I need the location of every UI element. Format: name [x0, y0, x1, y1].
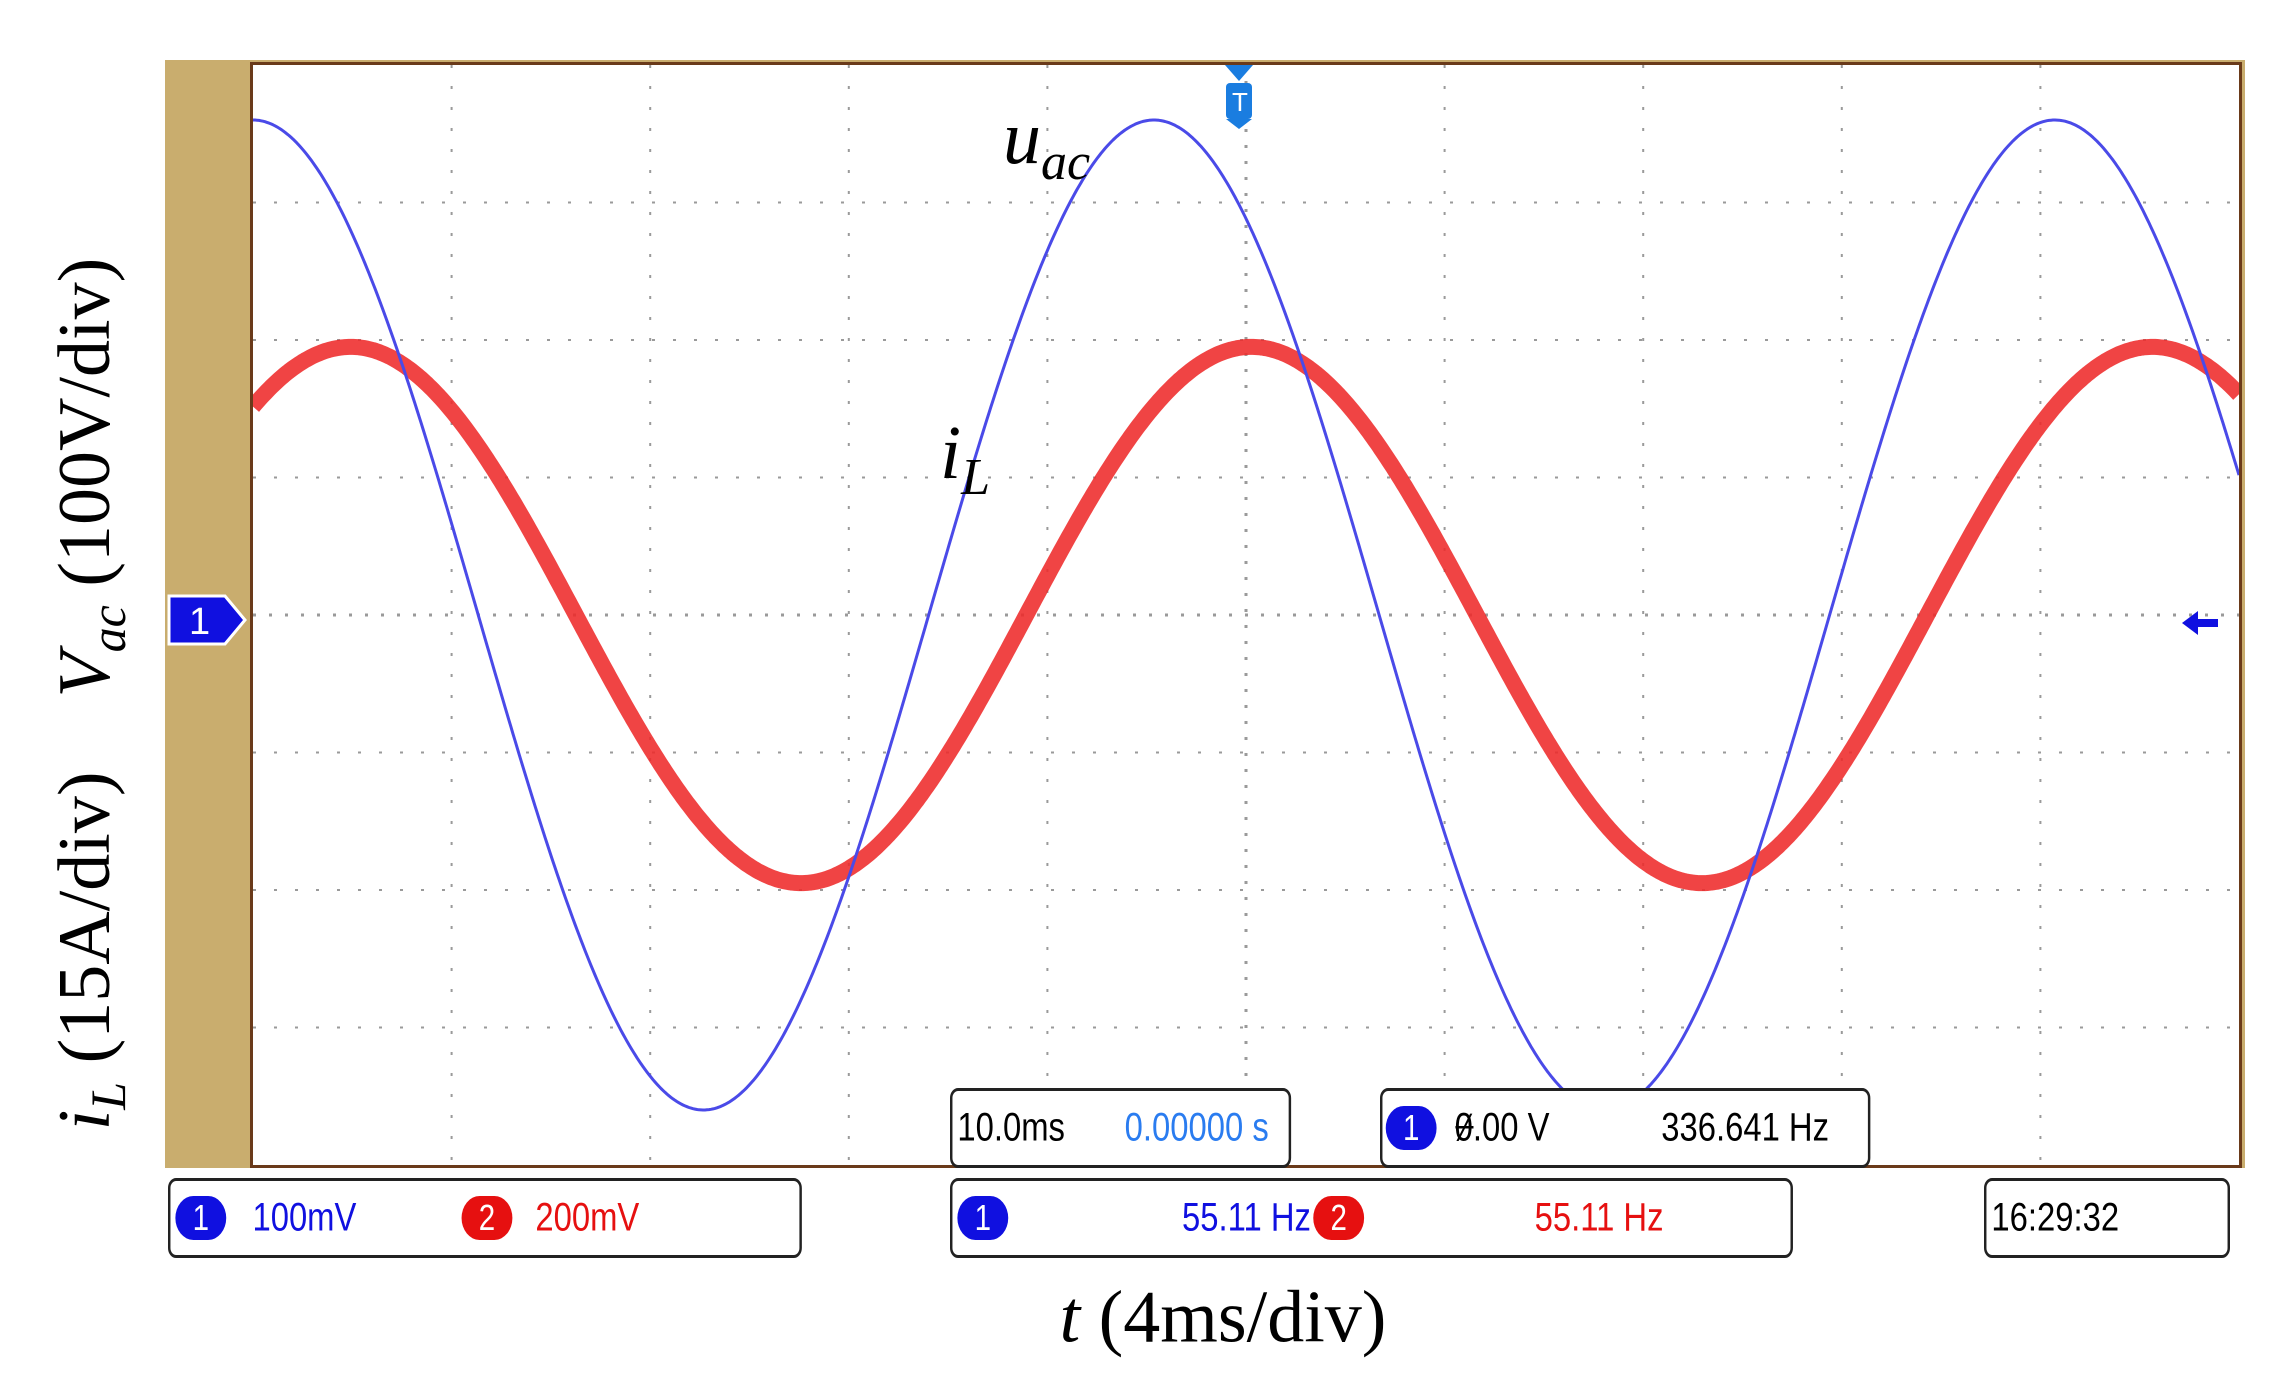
current-label-subscript: L — [961, 449, 991, 507]
trace-u_ac — [253, 118, 2239, 1112]
ch1-scale-value: 100mV — [252, 1195, 357, 1240]
ch1-marker-number: 1 — [189, 601, 210, 643]
trigger-level-value: 0.00 V — [1454, 1105, 1550, 1150]
measurement-box[interactable]: 1 55.11 Hz 2 55.11 Hz — [950, 1178, 1793, 1258]
voltage-label-symbol: u — [1003, 96, 1041, 180]
meas1-chip-number: 1 — [957, 1196, 1009, 1240]
voltage-label-subscript: ac — [1041, 134, 1091, 192]
channel-scale-box[interactable]: 1 100mV 2 200mV — [168, 1178, 802, 1258]
timebase-readout-box[interactable]: 10.0ms 0.00000 s — [950, 1088, 1292, 1168]
clock-value: 16:29:32 — [1991, 1195, 2120, 1240]
traces — [253, 118, 2239, 1112]
x-axis-title: t (4ms/div) — [1060, 1276, 1387, 1361]
meas2-chip-number: 2 — [1313, 1196, 1365, 1240]
x-axis-variable: t — [1059, 1276, 1081, 1359]
trigger-frequency-value: 336.641 Hz — [1661, 1105, 1830, 1150]
meas2-value: 55.11 Hz — [1534, 1195, 1664, 1240]
y-current-subscript: L — [79, 1081, 136, 1110]
voltage-trace-label: uac — [1003, 95, 1090, 192]
ch1-ground-marker[interactable]: 1 — [167, 592, 249, 648]
timebase-value: 10.0ms — [957, 1105, 1065, 1150]
trace-i_L — [253, 338, 2239, 892]
clock-box: 16:29:32 — [1984, 1178, 2230, 1258]
current-label-symbol: i — [940, 411, 962, 495]
ch1-chip-number: 1 — [175, 1196, 227, 1240]
current-trace-label: iL — [940, 410, 990, 507]
trigger-channel-number: 1 — [1385, 1106, 1437, 1150]
ch2-chip-number: 2 — [461, 1196, 513, 1240]
waveform-display — [253, 65, 2239, 1165]
y-voltage-subscript: ac — [79, 605, 136, 653]
y-voltage-scale: (100V/div) — [44, 257, 127, 587]
x-axis-scale: (4ms/div) — [1098, 1276, 1387, 1359]
graticule-grid — [253, 65, 2239, 1165]
trigger-readout-box[interactable]: 1 ⌿ 0.00 V 336.641 Hz — [1380, 1088, 1871, 1168]
ch2-scale-value: 200mV — [535, 1195, 640, 1240]
y-current-symbol: i — [44, 1109, 127, 1131]
rising-edge-icon: ⌿ — [1454, 1105, 1475, 1150]
svg-text:T: T — [1232, 87, 1248, 117]
trigger-level-marker[interactable] — [2180, 608, 2220, 638]
trigger-position-marker[interactable]: T — [1222, 63, 1256, 131]
trigger-delay-value: 0.00000 s — [1124, 1105, 1269, 1150]
y-current-scale: (15A/div) — [44, 771, 127, 1064]
meas1-value: 55.11 Hz — [1182, 1195, 1311, 1240]
y-axis-title: iL (15A/div) Vac (100V/div) — [43, 258, 137, 1131]
y-voltage-symbol: V — [44, 652, 127, 698]
